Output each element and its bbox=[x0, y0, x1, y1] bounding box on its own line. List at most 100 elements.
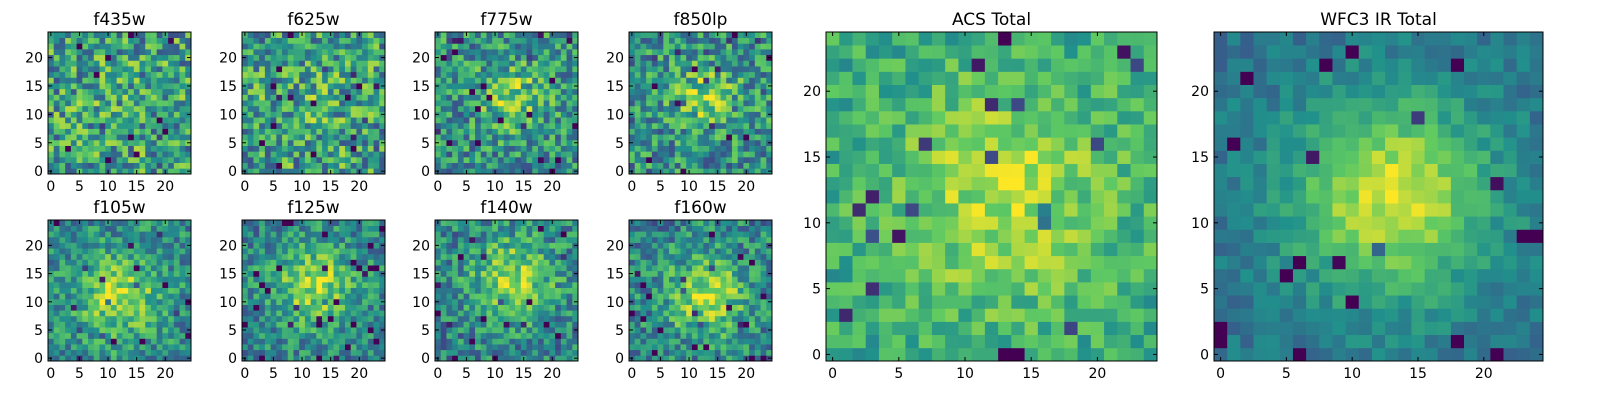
heatmap-cell bbox=[322, 156, 329, 163]
heatmap-cell bbox=[82, 338, 89, 345]
heatmap-cell bbox=[276, 66, 283, 73]
heatmap-cell bbox=[703, 304, 710, 311]
heatmap-cell bbox=[339, 287, 346, 294]
heatmap-cell bbox=[82, 321, 89, 328]
heatmap-cell bbox=[110, 105, 117, 112]
heatmap-cell bbox=[327, 88, 334, 95]
heatmap-cell bbox=[452, 321, 459, 328]
heatmap-cell bbox=[139, 332, 146, 339]
heatmap-cell bbox=[179, 111, 186, 118]
heatmap-cell bbox=[543, 276, 550, 283]
heatmap-cell bbox=[162, 162, 169, 169]
heatmap-cell bbox=[492, 49, 499, 56]
heatmap-cell bbox=[253, 231, 260, 238]
heatmap-cell bbox=[709, 43, 716, 50]
heatmap-cell bbox=[162, 236, 169, 243]
heatmap-cell bbox=[629, 100, 636, 107]
heatmap-cell bbox=[253, 145, 260, 152]
heatmap-cell bbox=[179, 231, 186, 238]
heatmap-cell bbox=[362, 49, 369, 56]
heatmap-cell bbox=[173, 349, 180, 356]
heatmap-cell bbox=[555, 242, 562, 249]
heatmap-cell bbox=[492, 111, 499, 118]
heatmap-cell bbox=[657, 88, 664, 95]
heatmap-cell bbox=[110, 349, 117, 356]
heatmap-cell bbox=[703, 287, 710, 294]
heatmap-cell bbox=[457, 304, 464, 311]
heatmap-cell bbox=[486, 32, 493, 39]
heatmap-cell bbox=[475, 32, 482, 39]
heatmap-cell bbox=[65, 49, 72, 56]
heatmap-cell bbox=[640, 321, 647, 328]
heatmap-cell bbox=[463, 66, 470, 73]
heatmap-cell bbox=[572, 338, 579, 345]
x-tick-label: 0 bbox=[46, 366, 55, 382]
heatmap-cell bbox=[532, 66, 539, 73]
heatmap-cell bbox=[526, 139, 533, 146]
heatmap-cell bbox=[714, 304, 721, 311]
heatmap-cell bbox=[469, 32, 476, 39]
heatmap-cell bbox=[293, 151, 300, 158]
heatmap-cell bbox=[156, 248, 163, 255]
heatmap-cell bbox=[754, 83, 761, 90]
heatmap-cell bbox=[646, 134, 653, 141]
heatmap-cell bbox=[749, 139, 756, 146]
heatmap-cell bbox=[99, 43, 106, 50]
heatmap-cell bbox=[754, 151, 761, 158]
heatmap-cell bbox=[247, 236, 254, 243]
heatmap-cell bbox=[452, 49, 459, 56]
heatmap-cell bbox=[333, 298, 340, 305]
heatmap-cell bbox=[543, 111, 550, 118]
heatmap-cell bbox=[726, 349, 733, 356]
heatmap-cell bbox=[475, 225, 482, 232]
heatmap-cell bbox=[59, 259, 66, 266]
heatmap-cell bbox=[526, 287, 533, 294]
heatmap-cell bbox=[520, 225, 527, 232]
heatmap-cell bbox=[714, 338, 721, 345]
heatmap-cell bbox=[287, 88, 294, 95]
heatmap-cell bbox=[731, 145, 739, 152]
heatmap-cell bbox=[646, 321, 653, 328]
heatmap-cell bbox=[560, 77, 567, 84]
heatmap-cell bbox=[168, 122, 175, 129]
heatmap-cell bbox=[344, 168, 352, 175]
heatmap-cell bbox=[145, 327, 152, 334]
heatmap-cell bbox=[276, 270, 283, 277]
heatmap-cell bbox=[116, 71, 123, 78]
heatmap-cell bbox=[344, 220, 352, 226]
heatmap-cell bbox=[110, 37, 117, 44]
heatmap-cell bbox=[339, 270, 346, 277]
heatmap-cell bbox=[640, 94, 647, 101]
heatmap-cell bbox=[651, 321, 658, 328]
heatmap-cell bbox=[48, 287, 55, 294]
heatmap-cell bbox=[316, 71, 323, 78]
heatmap-cell bbox=[492, 332, 499, 339]
y-tick-label: 5 bbox=[228, 323, 237, 339]
heatmap-cell bbox=[766, 71, 773, 78]
heatmap-cell bbox=[669, 88, 676, 95]
heatmap-cell bbox=[76, 139, 83, 146]
heatmap-cell bbox=[185, 88, 192, 95]
heatmap-cell bbox=[65, 332, 72, 339]
heatmap-cell bbox=[59, 236, 66, 243]
heatmap-cell bbox=[116, 253, 123, 260]
heatmap-cell bbox=[486, 162, 493, 169]
heatmap-cell bbox=[452, 122, 459, 129]
heatmap-cell bbox=[299, 304, 306, 311]
heatmap-cell bbox=[480, 225, 487, 232]
heatmap-cell bbox=[680, 304, 687, 311]
heatmap-cell bbox=[520, 315, 527, 322]
heatmap-cell bbox=[53, 111, 60, 118]
heatmap-cell bbox=[133, 128, 140, 135]
heatmap-cell bbox=[680, 338, 687, 345]
heatmap-cell bbox=[515, 355, 522, 362]
heatmap-cell bbox=[88, 355, 95, 362]
heatmap-cell bbox=[299, 122, 306, 129]
heatmap-cell bbox=[179, 265, 186, 272]
heatmap-cell bbox=[646, 111, 653, 118]
heatmap-cell bbox=[310, 122, 317, 129]
heatmap-cell bbox=[572, 117, 579, 124]
heatmap-cell bbox=[555, 315, 562, 322]
heatmap-cell bbox=[322, 259, 329, 266]
heatmap-cell bbox=[532, 344, 539, 351]
